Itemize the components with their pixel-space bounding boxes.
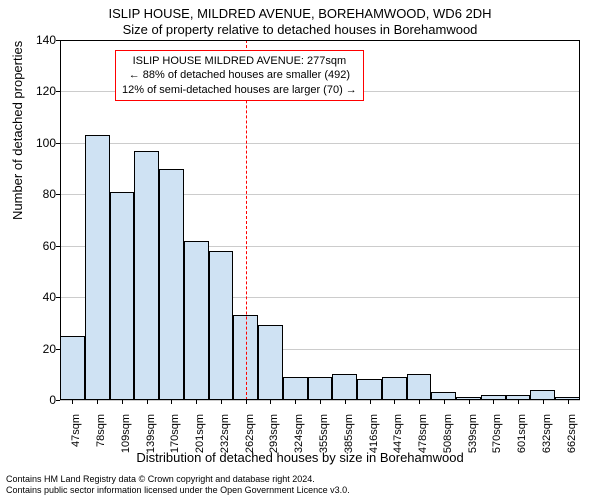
bar (382, 377, 407, 400)
xtick-mark (493, 400, 494, 404)
ytick-label: 140 (16, 33, 56, 47)
xtick-mark (196, 400, 197, 404)
bar (308, 377, 333, 400)
xtick-mark (370, 400, 371, 404)
ytick-mark (56, 91, 60, 92)
xtick-mark (394, 400, 395, 404)
bar (332, 374, 357, 400)
ytick-label: 100 (16, 136, 56, 150)
title-main: ISLIP HOUSE, MILDRED AVENUE, BOREHAMWOOD… (0, 6, 600, 21)
bar (283, 377, 308, 400)
bar (184, 241, 209, 400)
chart-container: ISLIP HOUSE, MILDRED AVENUE, BOREHAMWOOD… (0, 0, 600, 500)
ytick-mark (56, 349, 60, 350)
footer-line1: Contains HM Land Registry data © Crown c… (6, 474, 350, 485)
bar (258, 325, 283, 400)
ytick-mark (56, 194, 60, 195)
bar (110, 192, 135, 400)
annotation-line1: ISLIP HOUSE MILDRED AVENUE: 277sqm (122, 54, 357, 68)
annotation-line3: 12% of semi-detached houses are larger (… (122, 83, 357, 97)
xtick-mark (543, 400, 544, 404)
xtick-mark (72, 400, 73, 404)
xtick-mark (320, 400, 321, 404)
xtick-mark (147, 400, 148, 404)
ytick-mark (56, 297, 60, 298)
footer-line2: Contains public sector information licen… (6, 485, 350, 496)
xtick-mark (246, 400, 247, 404)
xtick-mark (97, 400, 98, 404)
bar (530, 390, 555, 400)
x-axis-label: Distribution of detached houses by size … (0, 450, 600, 465)
bar (209, 251, 234, 400)
xtick-mark (469, 400, 470, 404)
xtick-mark (221, 400, 222, 404)
xtick-mark (419, 400, 420, 404)
ytick-label: 0 (16, 393, 56, 407)
bar (407, 374, 432, 400)
bar (431, 392, 456, 400)
xtick-mark (122, 400, 123, 404)
bar (85, 135, 110, 400)
xtick-mark (171, 400, 172, 404)
annotation-box: ISLIP HOUSE MILDRED AVENUE: 277sqm ← 88%… (115, 50, 364, 101)
footer-text: Contains HM Land Registry data © Crown c… (6, 474, 350, 496)
bar (134, 151, 159, 400)
bar (357, 379, 382, 400)
ytick-label: 80 (16, 187, 56, 201)
xtick-mark (568, 400, 569, 404)
bar (159, 169, 184, 400)
xtick-mark (518, 400, 519, 404)
ytick-mark (56, 400, 60, 401)
ytick-mark (56, 246, 60, 247)
annotation-line2: ← 88% of detached houses are smaller (49… (122, 68, 357, 82)
ytick-label: 120 (16, 84, 56, 98)
xtick-mark (270, 400, 271, 404)
title-sub: Size of property relative to detached ho… (0, 22, 600, 37)
xtick-mark (444, 400, 445, 404)
gridline (60, 40, 580, 41)
ytick-label: 40 (16, 290, 56, 304)
gridline (60, 143, 580, 144)
ytick-label: 60 (16, 239, 56, 253)
bar (60, 336, 85, 400)
xtick-mark (345, 400, 346, 404)
ytick-mark (56, 143, 60, 144)
plot-area: ISLIP HOUSE MILDRED AVENUE: 277sqm ← 88%… (60, 40, 580, 400)
xtick-mark (295, 400, 296, 404)
ytick-label: 20 (16, 342, 56, 356)
ytick-mark (56, 40, 60, 41)
